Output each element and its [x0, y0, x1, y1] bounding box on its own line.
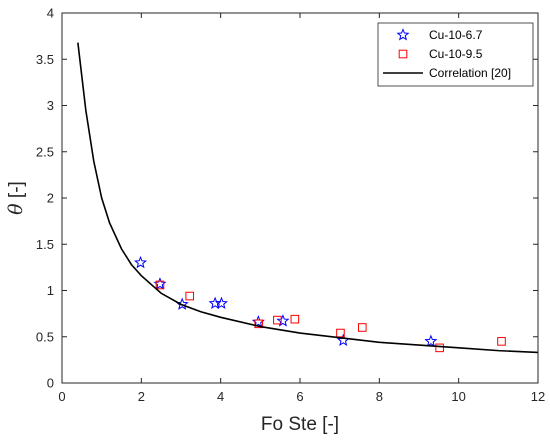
legend-item-1: Cu-10-9.5 [398, 47, 483, 61]
legend-label: Cu-10-6.7 [429, 28, 483, 42]
legend: Cu-10-6.7 Cu-10-9.5 Correlation [20] [377, 22, 534, 87]
legend-item-0: Cu-10-6.7 [396, 28, 483, 42]
series-2 [77, 42, 539, 354]
legend-label: Correlation [20] [429, 66, 511, 80]
y-tick-label: 0 [47, 376, 54, 391]
y-tick-label: 2.5 [36, 144, 54, 159]
y-tick-label: 4 [47, 6, 54, 21]
series-1-point-3 [273, 315, 282, 325]
y-tick-label: 2 [47, 191, 54, 206]
legend-marker-square [398, 49, 408, 59]
x-tick-label: 10 [451, 389, 465, 404]
y-tick-label: 1 [47, 283, 54, 298]
legend-marker-star [396, 28, 410, 41]
series-1-point-1 [185, 291, 195, 301]
y-axis-label: θ [-] [5, 181, 27, 215]
series-1-point-8 [497, 337, 506, 346]
x-tick-label: 6 [296, 389, 303, 404]
series-1-point-0 [155, 280, 165, 290]
series-0-point-8 [424, 334, 438, 347]
y-tick-label: 3.5 [36, 52, 54, 67]
axis-ticks: 0 2 4 6 8 10 12 0 0.5 1 1.5 2 2.5 3 3.5 4 [36, 6, 545, 405]
y-axis-label-unit: [-] [6, 181, 27, 203]
data-layer [77, 42, 539, 354]
series-1-point-6 [357, 323, 367, 332]
series-1 [155, 280, 506, 353]
y-axis-label-symbol: θ [5, 203, 27, 215]
series-1-point-4 [290, 314, 300, 324]
legend-label: Cu-10-9.5 [429, 47, 483, 61]
legend-box [377, 22, 534, 87]
series-1-point-5 [336, 328, 345, 338]
legend-item-2: Correlation [20] [383, 66, 511, 80]
y-tick-label: 0.5 [36, 329, 54, 344]
y-tick-label: 3 [47, 98, 54, 113]
series-0-point-6 [276, 314, 290, 327]
x-axis-label: Fo Ste [-] [261, 414, 339, 435]
series-1-point-2 [254, 319, 264, 329]
y-tick-label: 1.5 [36, 237, 54, 252]
series-0-point-0 [134, 255, 148, 269]
series-1-point-7 [435, 343, 444, 353]
series-0-point-4 [214, 296, 228, 309]
correlation-line [77, 42, 539, 354]
x-tick-label: 2 [138, 389, 145, 404]
x-tick-label: 12 [531, 389, 545, 404]
x-tick-label: 4 [217, 389, 224, 404]
x-tick-label: 8 [376, 389, 383, 404]
x-tick-label: 0 [58, 389, 65, 404]
